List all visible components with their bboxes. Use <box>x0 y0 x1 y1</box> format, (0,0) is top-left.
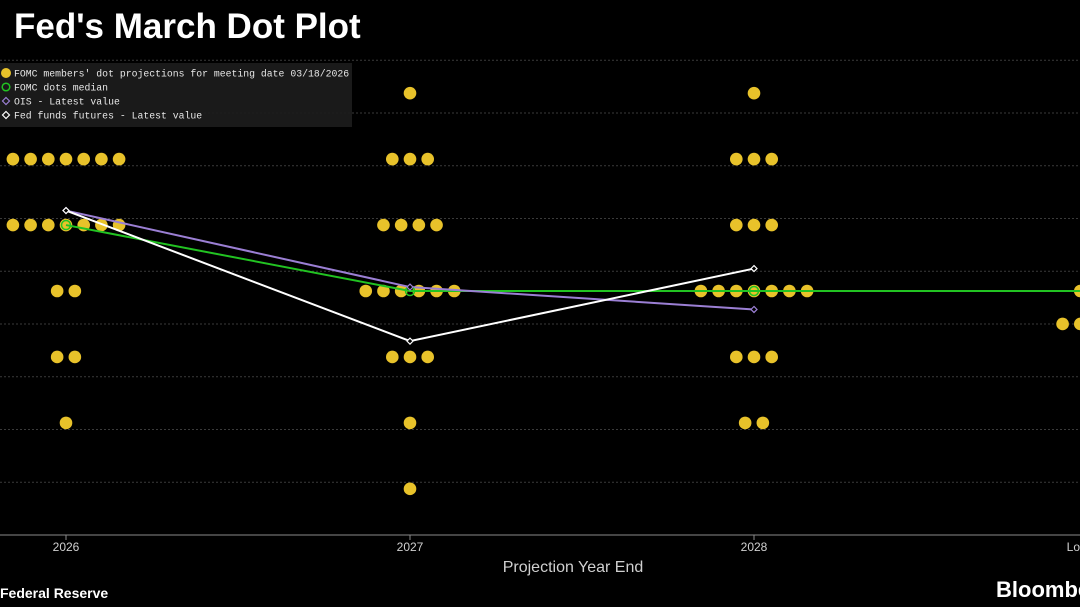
dot <box>765 218 778 232</box>
dot <box>50 350 64 364</box>
dot <box>403 482 417 496</box>
dot <box>730 218 743 232</box>
dot <box>6 218 20 232</box>
dot <box>394 218 408 232</box>
dot <box>730 350 743 364</box>
dot <box>386 152 399 166</box>
dot <box>738 416 752 430</box>
dot <box>747 86 761 100</box>
dot <box>42 218 55 232</box>
series-marker <box>750 264 758 273</box>
legend-label: OIS - Latest value <box>14 97 120 108</box>
dot <box>24 152 37 166</box>
dot <box>386 350 399 364</box>
brand: Bloomberg <box>996 577 1080 602</box>
dot <box>1074 317 1080 331</box>
dot <box>359 284 373 298</box>
dot <box>430 218 443 232</box>
dot <box>403 350 417 364</box>
series-marker <box>406 337 414 345</box>
dot <box>59 152 73 166</box>
dot <box>6 152 20 166</box>
series-line <box>65 224 1080 292</box>
dot <box>377 284 390 298</box>
dot <box>24 218 37 232</box>
dot <box>403 416 417 430</box>
dot <box>747 152 761 166</box>
dot <box>765 152 778 166</box>
x-tick-label: 2028 <box>741 540 768 554</box>
legend-symbol <box>1 96 11 106</box>
series-marker <box>406 283 414 291</box>
dot <box>403 152 417 166</box>
series-marker <box>750 305 758 314</box>
plot <box>6 86 1080 540</box>
legend-symbol <box>1 82 11 92</box>
x-tick-label: Longer Run <box>1067 540 1080 554</box>
dot <box>730 152 743 166</box>
legend-symbol <box>1 110 11 120</box>
dot <box>112 152 126 166</box>
dot <box>95 152 108 166</box>
series-marker <box>60 219 72 231</box>
dot <box>1056 317 1069 331</box>
x-axis-title: Projection Year End <box>503 559 644 576</box>
dot <box>59 416 73 430</box>
dot <box>403 86 417 100</box>
legend-box <box>0 63 352 127</box>
dot <box>42 152 55 166</box>
dot <box>421 350 435 364</box>
x-tick-label: 2027 <box>397 540 424 554</box>
legend-label: FOMC dots median <box>14 83 108 94</box>
series-marker <box>748 285 760 297</box>
source: Federal Reserve <box>0 585 108 601</box>
legend-symbol <box>1 68 11 78</box>
dot <box>68 350 82 364</box>
dot <box>747 350 761 364</box>
series-marker <box>62 206 70 215</box>
dot <box>377 218 390 232</box>
dot <box>50 284 64 298</box>
dot <box>412 218 426 232</box>
legend-label: Fed funds futures - Latest value <box>14 111 202 122</box>
dot <box>747 218 761 232</box>
dot <box>765 350 778 364</box>
x-tick-label: 2026 <box>53 540 80 554</box>
dot <box>68 284 82 298</box>
dot <box>421 152 435 166</box>
dot <box>756 416 770 430</box>
dot <box>77 152 90 166</box>
legend-label: FOMC members' dot projections for meetin… <box>14 69 349 80</box>
legend: FOMC members' dot projections for meetin… <box>1 68 349 122</box>
chart-title: Fed's March Dot Plot <box>14 7 361 46</box>
